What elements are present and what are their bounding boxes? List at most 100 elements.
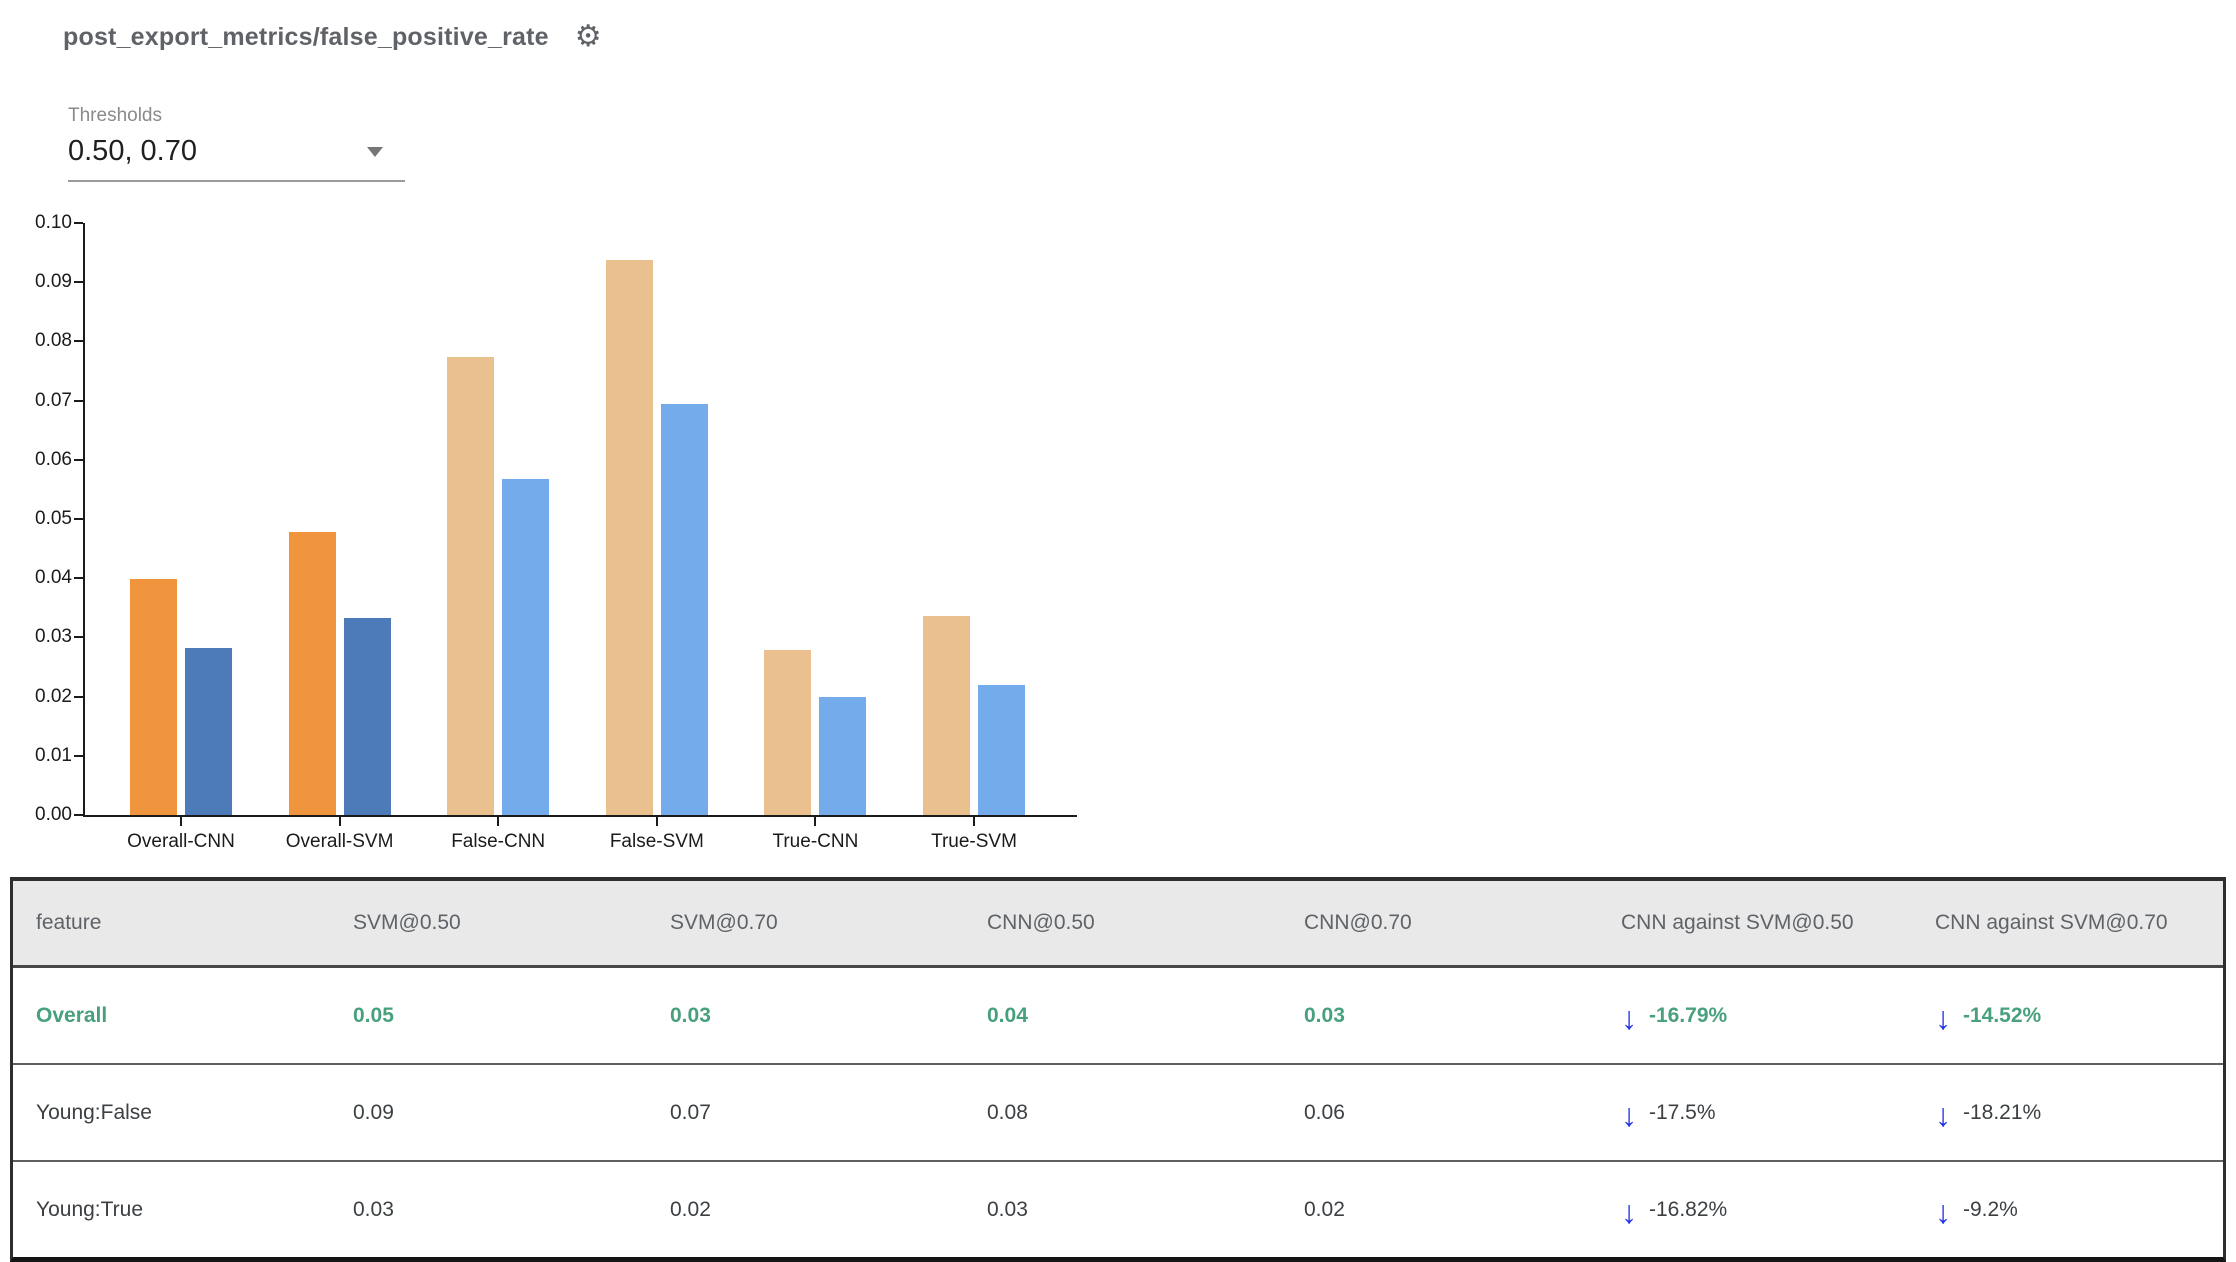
table-row: Young:False 0.09 0.07 0.08 0.06 ↓ -17.5% ↓ -18.2… [13, 1065, 2223, 1162]
y-axis-tick-label: 0.01 [35, 744, 72, 766]
column-header: SVM@0.70 [670, 911, 778, 934]
comparison-value: -9.2% [1963, 1197, 2018, 1221]
down-arrow-icon: ↓ [1621, 999, 1637, 1036]
y-axis-tick-mark [74, 577, 83, 580]
y-axis-tick-mark [74, 340, 83, 343]
y-axis-tick-mark [74, 814, 83, 816]
down-arrow-icon: ↓ [1621, 1193, 1637, 1230]
table-row: Overall 0.05 0.03 0.04 0.03 ↓ -16.79% ↓ -14.52% [13, 968, 2223, 1065]
comparison-cell: ↓ -18.21% [1912, 1096, 2223, 1133]
bar-True-SVM-0.50 [923, 616, 970, 815]
bar-False-SVM-0.50 [605, 260, 653, 815]
metric-value-cell: 0.04 [987, 1003, 1028, 1027]
feature-cell: Young:False [36, 1100, 152, 1124]
y-axis-tick-label: 0.07 [35, 389, 72, 411]
y-axis-tick-mark [74, 222, 83, 224]
y-axis-tick-mark [74, 458, 83, 461]
x-axis-tick-mark [655, 817, 658, 826]
comparison-value: -18.21% [1963, 1100, 2042, 1124]
comparison-value: -14.52% [1963, 1003, 2042, 1027]
bar-True-SVM-0.70 [978, 684, 1025, 815]
down-arrow-icon: ↓ [1621, 1096, 1637, 1133]
x-axis-tick-mark [497, 817, 500, 826]
feature-cell: Young:True [36, 1197, 144, 1221]
x-axis-tick-mark [180, 817, 182, 826]
y-axis-tick-label: 0.00 [35, 804, 72, 825]
bar-Overall-CNN-0.70 [185, 648, 232, 815]
chevron-down-icon [367, 147, 383, 157]
bar-Overall-CNN-0.50 [130, 579, 177, 815]
y-axis-tick-label: 0.10 [35, 212, 72, 233]
metric-value-cell: 0.03 [987, 1197, 1028, 1221]
y-axis-tick-label: 0.08 [35, 330, 72, 352]
bar-True-CNN-0.50 [764, 649, 812, 815]
y-axis-tick-mark [74, 518, 83, 520]
thresholds-value: 0.50, 0.70 [68, 135, 197, 167]
comparison-cell: ↓ -14.52% [1912, 999, 2223, 1036]
comparison-cell: ↓ -16.82% [1598, 1193, 1912, 1230]
metric-value-cell: 0.03 [1304, 1003, 1345, 1027]
comparison-cell: ↓ -16.79% [1598, 999, 1912, 1036]
widget-header: post_export_metrics/false_positive_rate … [63, 22, 602, 52]
y-axis-tick-mark [74, 636, 83, 639]
thresholds-control: Thresholds 0.50, 0.70 [68, 105, 405, 182]
column-header: CNN@0.50 [987, 911, 1095, 934]
table-row: Young:True 0.03 0.02 0.03 0.02 ↓ -16.82% ↓ -9.2% [13, 1162, 2223, 1257]
metric-value-cell: 0.02 [1304, 1197, 1345, 1221]
table-header-row: feature SVM@0.50 SVM@0.70 CNN@0.50 CNN@0.70 C… [13, 881, 2223, 968]
x-axis-category-label: Overall-SVM [285, 831, 394, 852]
y-axis-tick-label: 0.06 [35, 448, 72, 470]
down-arrow-icon: ↓ [1935, 1193, 1951, 1230]
y-axis-tick-mark [74, 399, 83, 402]
column-header: feature [36, 911, 102, 934]
x-axis-category-label: True-SVM [931, 831, 1017, 852]
y-axis-tick-label: 0.03 [35, 626, 72, 648]
bar-Overall-SVM-0.70 [343, 618, 391, 815]
feature-cell: Overall [36, 1003, 108, 1027]
y-axis-tick-label: 0.04 [35, 567, 72, 589]
comparison-value: -16.79% [1649, 1003, 1728, 1027]
down-arrow-icon: ↓ [1935, 999, 1951, 1036]
metric-value-cell: 0.03 [670, 1003, 711, 1027]
y-axis-tick-mark [74, 754, 83, 757]
x-axis-tick-mark [973, 817, 975, 826]
column-header: CNN@0.70 [1304, 911, 1412, 934]
comparison-cell: ↓ -9.2% [1912, 1193, 2223, 1230]
metric-value-cell: 0.06 [1304, 1100, 1345, 1124]
bar-True-CNN-0.70 [819, 696, 867, 815]
y-axis-tick-label: 0.05 [35, 508, 72, 529]
x-axis-category-label: False-CNN [451, 831, 546, 852]
metric-value-cell: 0.09 [353, 1100, 394, 1124]
y-axis-tick-label: 0.09 [35, 271, 72, 293]
y-axis-tick-label: 0.02 [35, 685, 72, 707]
down-arrow-icon: ↓ [1935, 1096, 1951, 1133]
metric-value-cell: 0.07 [670, 1100, 711, 1124]
plot-area [83, 223, 1077, 817]
metric-value-cell: 0.08 [987, 1100, 1028, 1124]
x-axis-category-label: False-SVM [609, 831, 704, 852]
metric-value-cell: 0.02 [670, 1197, 711, 1221]
x-axis-category-label: Overall-CNN [127, 831, 235, 852]
thresholds-select[interactable]: 0.50, 0.70 [68, 135, 405, 182]
page-title: post_export_metrics/false_positive_rate [63, 22, 549, 51]
gear-icon[interactable]: ⚙ [574, 20, 602, 53]
bar-Overall-SVM-0.50 [288, 532, 336, 815]
bar-False-SVM-0.70 [660, 403, 708, 815]
comparison-value: -17.5% [1649, 1100, 1716, 1124]
x-axis-tick-mark [338, 817, 341, 826]
bar-False-CNN-0.70 [502, 478, 550, 815]
comparison-cell: ↓ -17.5% [1598, 1096, 1912, 1133]
x-axis-tick-mark [814, 817, 817, 826]
bar-False-CNN-0.50 [447, 356, 495, 815]
metric-value-cell: 0.03 [353, 1197, 394, 1221]
y-axis-tick-mark [74, 281, 83, 284]
y-axis-tick-mark [74, 695, 83, 698]
metrics-table: feature SVM@0.50 SVM@0.70 CNN@0.50 CNN@0.70 C… [10, 877, 2226, 1262]
column-header: CNN against SVM@0.50 [1621, 911, 1854, 934]
column-header: SVM@0.50 [353, 911, 461, 934]
column-header: CNN against SVM@0.70 [1935, 911, 2168, 934]
comparison-value: -16.82% [1649, 1197, 1728, 1221]
x-axis-category-label: True-CNN [772, 831, 859, 852]
thresholds-label: Thresholds [68, 105, 162, 126]
metric-value-cell: 0.05 [353, 1003, 394, 1027]
